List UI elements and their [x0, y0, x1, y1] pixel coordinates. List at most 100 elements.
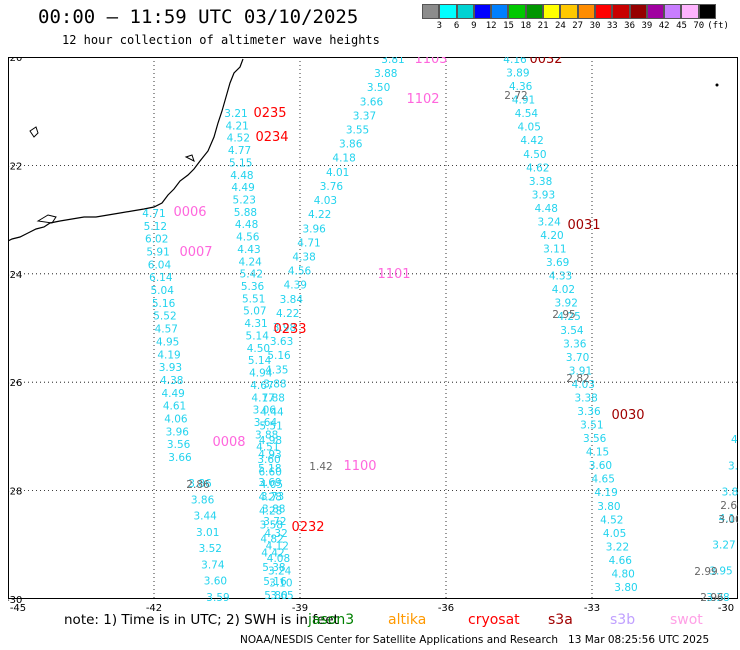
lon-label: -36: [438, 603, 454, 614]
scale-swatch: [543, 4, 561, 19]
swh-value: 5.14: [248, 355, 272, 367]
swh-value: 5.51: [259, 421, 282, 433]
swh-value: 4.38: [292, 251, 315, 263]
swh-value: 5.12: [144, 221, 167, 233]
swh-value: 4.52: [600, 514, 623, 526]
swh-value: 4.03: [572, 379, 595, 391]
swh-value: 3.88: [262, 503, 285, 515]
map-canvas: -20-22-24-26-28-30-45-42-39-36-33-303.21…: [8, 57, 738, 614]
credit-line: NOAA/NESDIS Center for Satellite Applica…: [240, 634, 710, 646]
scale-swatch: [629, 4, 647, 19]
swh-value: 4.42: [520, 135, 543, 147]
swh-value: 3.06: [253, 405, 277, 417]
scale-swatch: [508, 4, 526, 19]
swh-value: 5.51: [242, 293, 265, 305]
swh-value: 4.12: [266, 541, 289, 553]
swh-value: 7.88: [262, 393, 285, 405]
scale-tick: 18: [520, 21, 532, 31]
scale-swatch: [594, 4, 613, 19]
swh-value: 4.44: [260, 407, 284, 419]
swh-value: 4.18: [332, 153, 355, 165]
swh-value: 4.17: [251, 392, 274, 404]
scale-swatch: [473, 4, 492, 19]
swh-value: 3.56: [583, 433, 607, 445]
scale-swatch: [491, 4, 509, 19]
lon-label: -39: [292, 603, 308, 614]
swh-value: 3.89: [506, 68, 529, 80]
swh-value: 4.94: [249, 368, 273, 380]
coast-lagoon: [36, 214, 57, 224]
swh-value: 4.36: [509, 81, 533, 93]
swh-value: 4.28: [259, 505, 282, 517]
swh-value: 4.56: [236, 232, 260, 244]
scale-tick: 36: [624, 21, 636, 31]
swh-value: 6.60: [259, 466, 282, 478]
scale-swatch: [560, 4, 578, 19]
swh-value: 3.72: [263, 516, 286, 528]
legend-item-swot: swot: [670, 612, 703, 628]
swh-value: 4.19: [594, 487, 617, 499]
swh-value: 5.15: [229, 157, 252, 169]
swh-value: 3.86: [191, 494, 215, 506]
pass-id-label: 0234: [255, 130, 288, 145]
swh-value: 3.95: [709, 566, 732, 578]
swh-value: 3.88: [255, 429, 278, 441]
pass-id-label: 0008: [212, 435, 245, 450]
swh-value: 3.58: [260, 519, 283, 531]
scale-swatch: [439, 4, 457, 19]
scale-tick: 12: [485, 21, 497, 31]
scale-swatch: [698, 4, 717, 19]
swh-value: 3.21: [224, 108, 247, 120]
swh-value: 4.49: [161, 388, 184, 400]
swh-value: 4.16: [503, 57, 527, 66]
swh-value: 5.23: [233, 195, 256, 207]
scale-swatch: [646, 4, 665, 19]
swh-value: 4.06: [164, 413, 188, 425]
swh-value: 4.50: [247, 343, 270, 355]
swh-value: 3.: [728, 460, 738, 472]
swh-value-grey: 2.99: [694, 566, 717, 578]
swh-value-grey: 2.72: [504, 90, 527, 102]
legend-item-cryosat: cryosat: [468, 612, 520, 628]
swh-value: 4.08: [267, 553, 290, 565]
swh-value: 3.81: [381, 57, 404, 66]
swh-value-grey: 2.60: [720, 500, 738, 512]
swh-value: 4.66: [609, 555, 633, 567]
lat-label: -26: [8, 378, 22, 389]
swh-value: 3.60: [589, 460, 612, 472]
scale-tick: 15: [503, 21, 514, 31]
color-scale-swatches: [422, 4, 717, 19]
pass-id-label: 0007: [179, 245, 212, 260]
swh-value: 4.57: [155, 324, 178, 336]
swh-value: 3.88: [263, 378, 286, 390]
swh-value: 3.88: [374, 68, 397, 80]
lon-label: -42: [146, 603, 162, 614]
swh-value: 3.98: [273, 322, 296, 334]
lat-label: -28: [8, 487, 22, 498]
swh-value: 4.1: [719, 513, 736, 525]
swh-value: 4.56: [288, 266, 312, 278]
swh-value: 3.65: [270, 590, 293, 602]
swh-value: 4.05: [603, 528, 626, 540]
swh-value: 3.36: [563, 338, 587, 350]
swh-value: 5.16: [263, 576, 287, 588]
legend-item-altika: altika: [388, 612, 427, 628]
swh-value-grey: 2.82: [566, 373, 589, 385]
lon-label: -33: [584, 603, 600, 614]
swh-value: 4.24: [238, 256, 262, 268]
swh-value: 3.86: [188, 478, 212, 490]
swh-value: 4.52: [227, 133, 250, 145]
swh-value: 3.38: [529, 176, 552, 188]
swh-value: 4.22: [308, 209, 331, 221]
swh-value: 3.24: [268, 565, 292, 577]
swh-value: 4.80: [611, 568, 634, 580]
swh-value: 4.65: [592, 474, 615, 486]
swh-value: 4.50: [523, 149, 546, 161]
pass-id-label: 0235: [253, 106, 286, 121]
scale-tick: 6: [453, 21, 460, 31]
swh-value: 5.91: [146, 247, 169, 259]
swh-value-grey: 2.86: [186, 479, 210, 491]
swh-value: 4.54: [515, 108, 539, 120]
swh-value: 4.48: [535, 203, 558, 215]
swh-value: 3.44: [193, 511, 217, 523]
